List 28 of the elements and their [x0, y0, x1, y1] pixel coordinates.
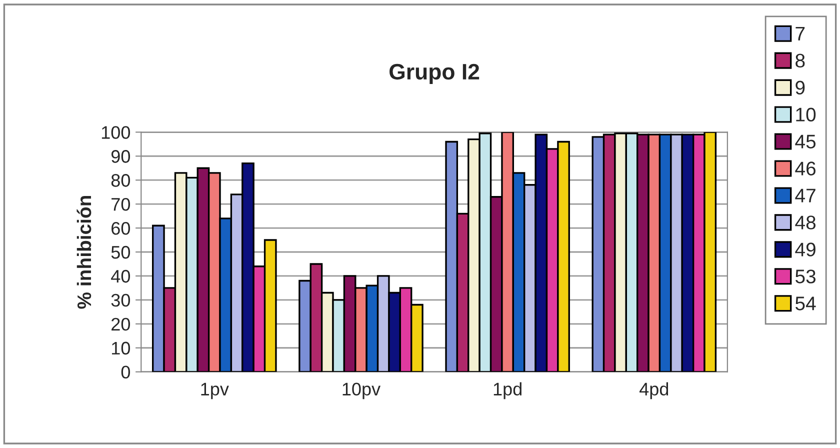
y-tick-label: 0: [121, 366, 130, 379]
y-axis-title: % inhibición: [76, 196, 92, 309]
legend-label: 47: [795, 188, 816, 202]
legend-label: 48: [795, 216, 816, 230]
y-tick-label: 10: [112, 342, 130, 355]
legend-label: 49: [795, 242, 816, 256]
x-tick-label: 4pd: [640, 382, 668, 400]
y-tick-label: 40: [111, 270, 130, 283]
x-tick-label: 1pv: [201, 382, 229, 400]
y-tick-label: 50: [111, 246, 130, 259]
y-tick-label: 100: [102, 126, 130, 139]
chart-title: Grupo I2: [390, 64, 480, 84]
y-tick-label: 70: [112, 198, 130, 211]
legend-label: 7: [796, 26, 805, 40]
legend-label: 45: [795, 134, 816, 148]
y-tick-label: 80: [111, 174, 130, 187]
legend-label: 54: [796, 296, 816, 310]
legend-label: 46: [795, 162, 816, 176]
legend-label: 8: [796, 54, 805, 68]
legend-label: 53: [796, 270, 816, 284]
y-tick-label: 60: [112, 222, 130, 235]
y-tick-label: 90: [111, 150, 130, 163]
y-tick-label: 20: [112, 318, 130, 331]
x-tick-label: 10pv: [342, 382, 381, 400]
legend-label: 10: [796, 108, 816, 122]
x-tick-label: 1pd: [494, 382, 522, 400]
legend-label: 9: [796, 80, 805, 95]
y-tick-label: 30: [111, 294, 130, 307]
